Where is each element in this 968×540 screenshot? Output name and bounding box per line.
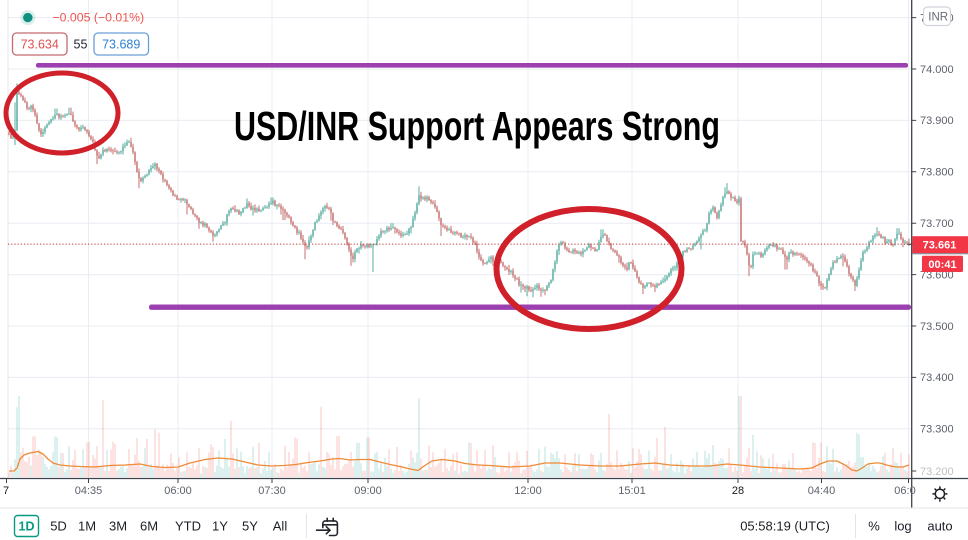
svg-text:05:58:19 (UTC): 05:58:19 (UTC) — [740, 519, 830, 534]
svg-text:06:00: 06:00 — [164, 485, 192, 497]
svg-text:log: log — [894, 519, 911, 534]
svg-text:74.000: 74.000 — [920, 64, 954, 76]
svg-text:73.200: 73.200 — [920, 466, 954, 478]
svg-text:09:00: 09:00 — [354, 485, 382, 497]
svg-text:1M: 1M — [78, 519, 96, 534]
svg-text:28: 28 — [732, 485, 744, 497]
svg-text:04:35: 04:35 — [75, 485, 103, 497]
svg-text:7: 7 — [3, 485, 9, 497]
svg-text:%: % — [868, 519, 880, 534]
svg-text:73.600: 73.600 — [920, 269, 954, 281]
svg-text:1D: 1D — [19, 520, 35, 534]
svg-text:All: All — [273, 519, 288, 534]
svg-text:5Y: 5Y — [242, 519, 258, 534]
svg-text:55: 55 — [74, 38, 88, 52]
svg-text:73.700: 73.700 — [920, 218, 954, 230]
svg-text:15:01: 15:01 — [618, 485, 646, 497]
svg-text:YTD: YTD — [175, 519, 201, 534]
svg-text:6M: 6M — [140, 519, 158, 534]
svg-text:06:0: 06:0 — [894, 485, 915, 497]
svg-text:73.689: 73.689 — [102, 38, 140, 52]
svg-text:73.634: 73.634 — [21, 38, 59, 52]
svg-text:73.500: 73.500 — [920, 321, 954, 333]
svg-text:−0.005 (−0.01%): −0.005 (−0.01%) — [53, 11, 145, 25]
svg-text:12:00: 12:00 — [514, 485, 542, 497]
svg-text:07:30: 07:30 — [258, 485, 286, 497]
svg-text:73.400: 73.400 — [920, 372, 954, 384]
svg-text:73.800: 73.800 — [920, 167, 954, 179]
svg-text:04:40: 04:40 — [808, 485, 836, 497]
svg-text:USD/INR Support Appears Strong: USD/INR Support Appears Strong — [234, 103, 720, 149]
svg-text:73.300: 73.300 — [920, 424, 954, 436]
svg-text:INR: INR — [928, 12, 948, 24]
svg-text:5D: 5D — [50, 519, 67, 534]
svg-text:73.661: 73.661 — [923, 240, 957, 252]
svg-text:1Y: 1Y — [212, 519, 228, 534]
svg-text:73.900: 73.900 — [920, 115, 954, 127]
svg-text:auto: auto — [927, 519, 952, 534]
svg-text:00:41: 00:41 — [928, 259, 956, 271]
svg-text:3M: 3M — [109, 519, 127, 534]
